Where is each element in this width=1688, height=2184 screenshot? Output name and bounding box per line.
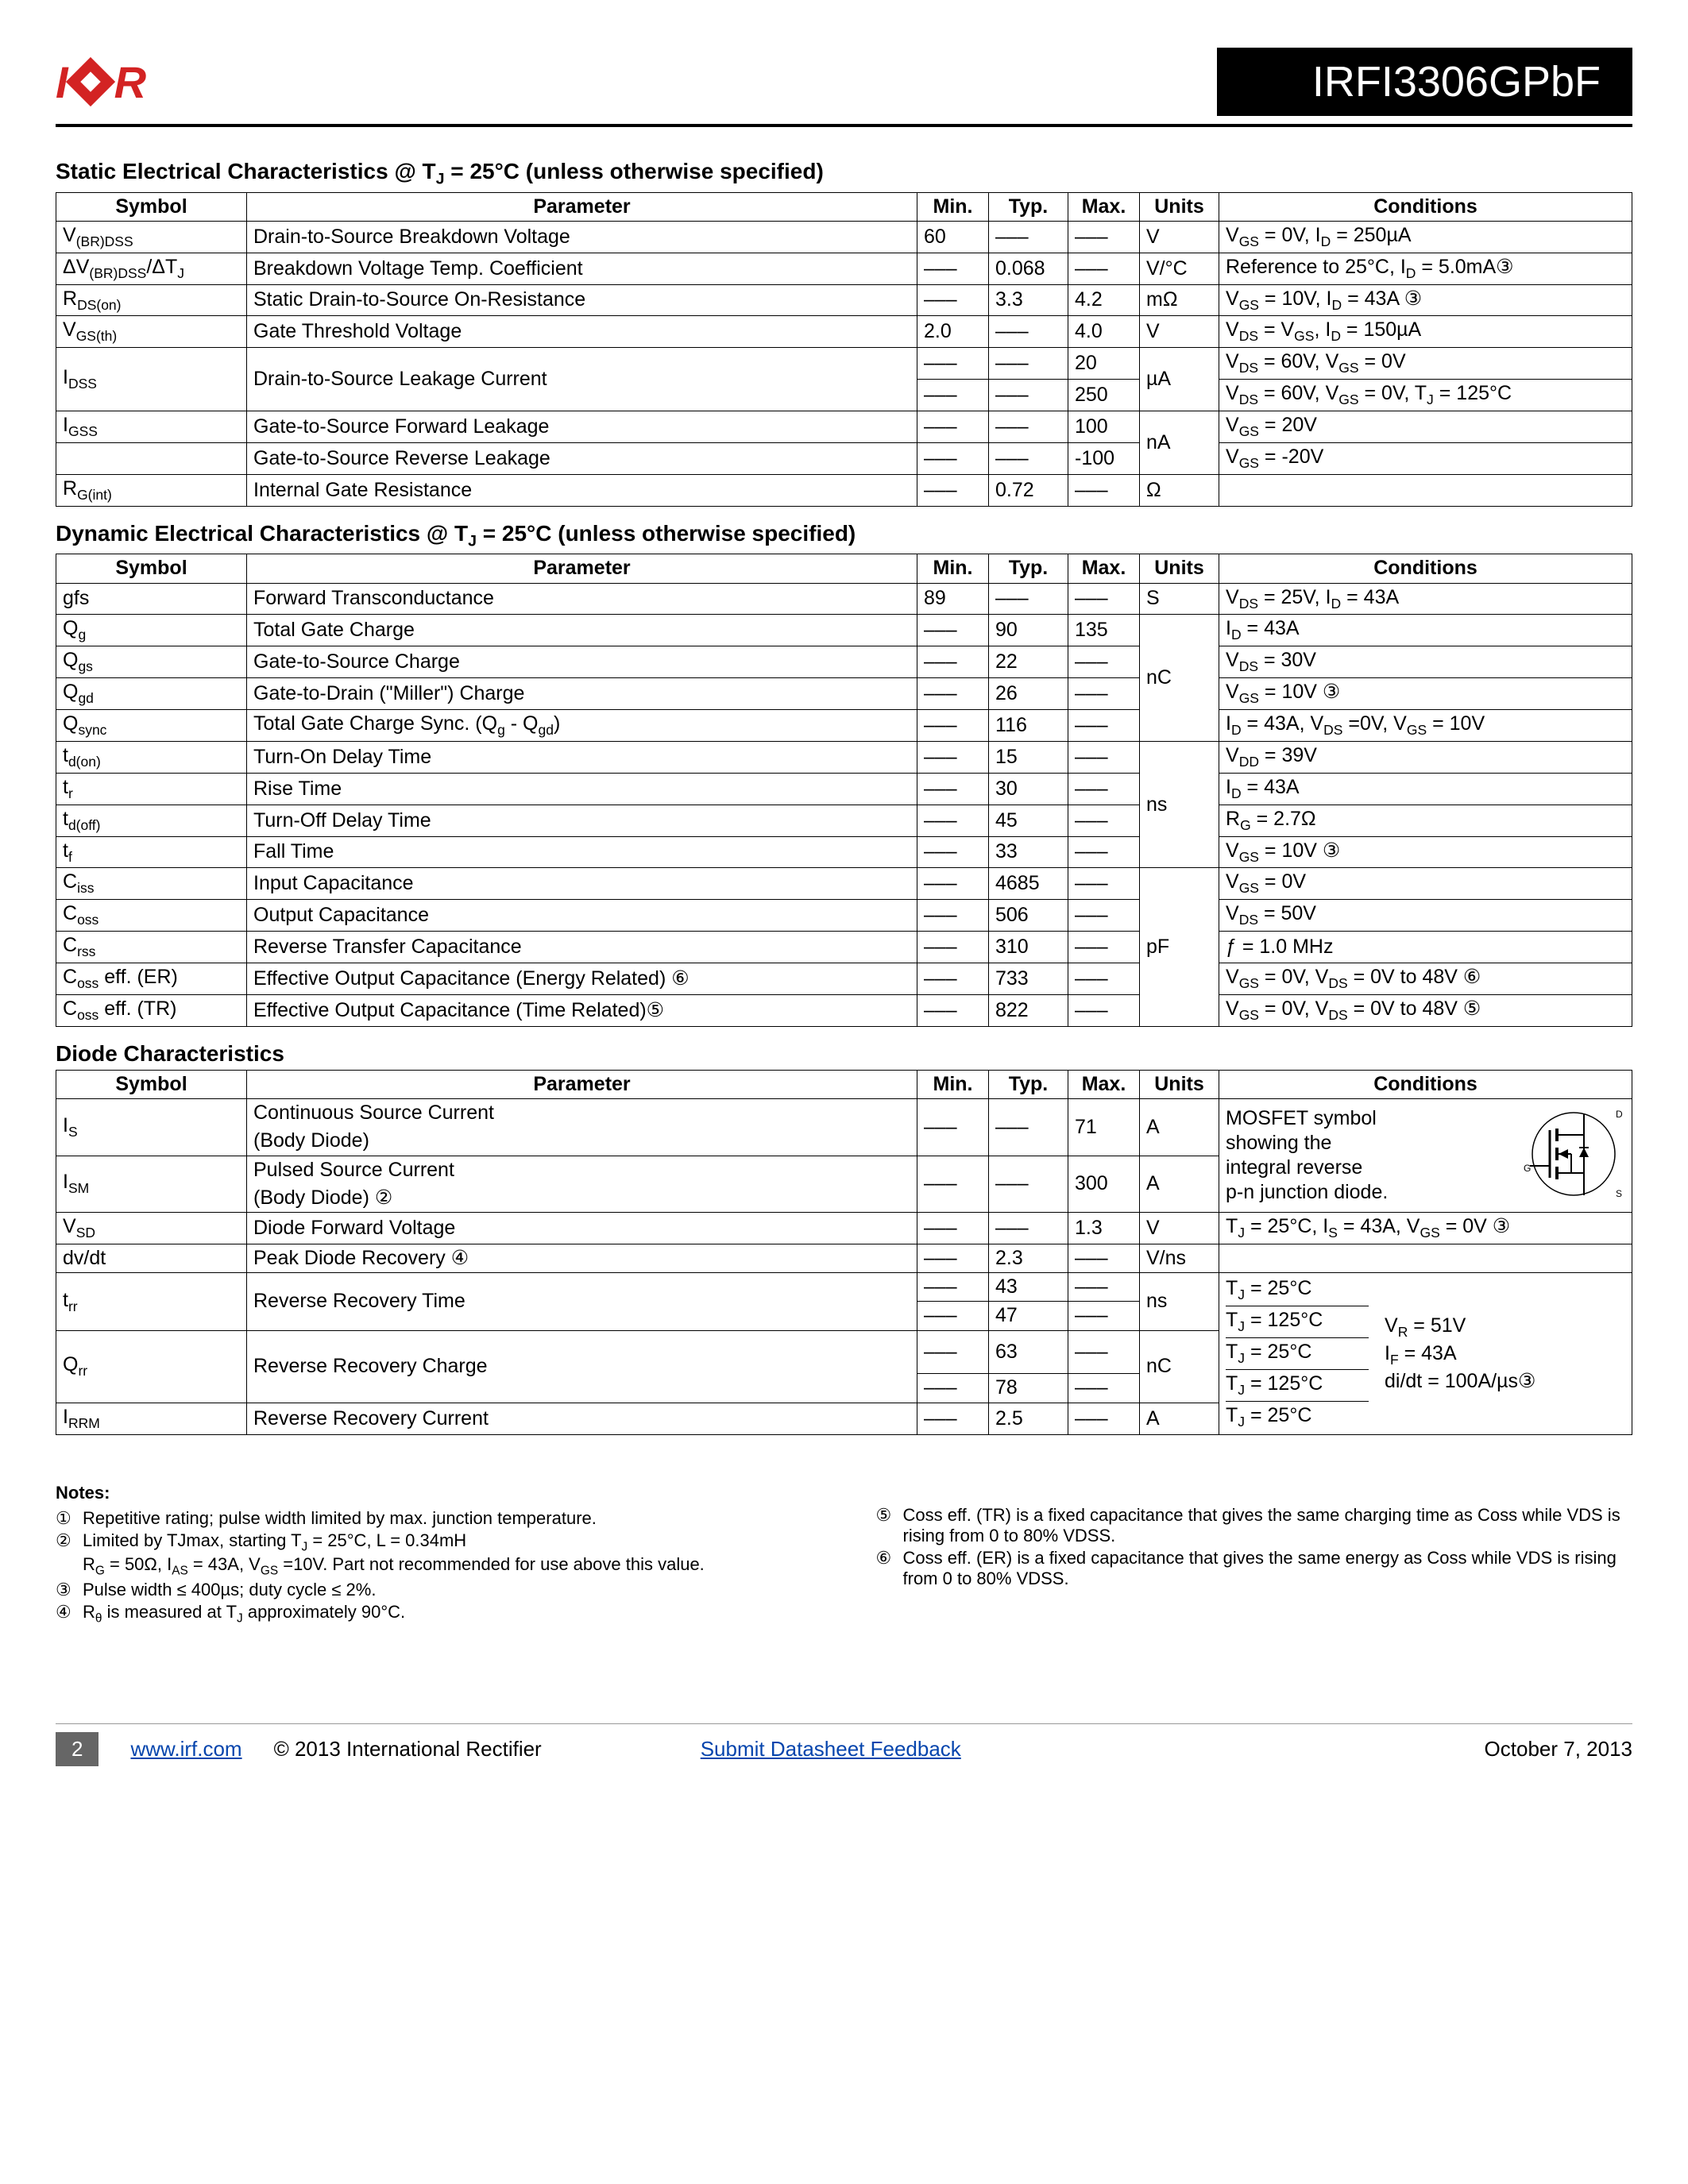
table-row: trRise Time –––30––– ID = 43A <box>56 773 1632 805</box>
table-row: td(on)Turn-On Delay Time –––15––– nsVDD … <box>56 741 1632 773</box>
svg-text:S: S <box>1616 1188 1622 1199</box>
table-row: gfsForward Transconductance 89––––––SVDS… <box>56 583 1632 615</box>
table-header: Max. <box>1068 192 1140 221</box>
table-row: QsyncTotal Gate Charge Sync. (Qg - Qgd) … <box>56 710 1632 742</box>
note-item: ④Rθ is measured at TJ approximately 90°C… <box>56 1602 813 1626</box>
table-header: Conditions <box>1219 192 1632 221</box>
mosfet-symbol-icon: D G S <box>1522 1106 1625 1202</box>
table-row: dv/dtPeak Diode Recovery ④ –––2.3––– V/n… <box>56 1244 1632 1272</box>
table-row: tfFall Time –––33––– VGS = 10V ③ <box>56 836 1632 868</box>
dynamic-section-title: Dynamic Electrical Characteristics @ TJ … <box>56 521 1632 551</box>
table-header: Min. <box>917 554 989 583</box>
table-header: Typ. <box>989 554 1068 583</box>
table-row: Coss eff. (TR)Effective Output Capacitan… <box>56 994 1632 1026</box>
note-item: ②Limited by TJmax, starting TJ = 25°C, L… <box>56 1530 813 1579</box>
table-row: IGSSGate-to-Source Forward Leakage –––––… <box>56 411 1632 443</box>
table-header: Parameter <box>247 1070 917 1098</box>
table-row: QgTotal Gate Charge –––90135 nCID = 43A <box>56 615 1632 646</box>
table-header: Min. <box>917 1070 989 1098</box>
table-row: VSDDiode Forward Voltage ––––––1.3 VTJ =… <box>56 1213 1632 1244</box>
page-number: 2 <box>56 1732 98 1766</box>
table-header: Symbol <box>56 554 247 583</box>
note-item: ①Repetitive rating; pulse width limited … <box>56 1508 813 1529</box>
table-row: RG(int)Internal Gate Resistance –––0.72–… <box>56 474 1632 506</box>
logo-text-left: I <box>56 56 67 108</box>
notes-section: Notes: ①Repetitive rating; pulse width l… <box>56 1483 1632 1628</box>
table-row: CossOutput Capacitance –––506––– VDS = 5… <box>56 900 1632 932</box>
static-section-title: Static Electrical Characteristics @ TJ =… <box>56 159 1632 189</box>
table-row: IS Continuous Source Current ––––––71 A … <box>56 1099 1632 1128</box>
table-header: Parameter <box>247 192 917 221</box>
table-header: Typ. <box>989 1070 1068 1098</box>
diode-section-title: Diode Characteristics <box>56 1041 1632 1067</box>
table-header: Parameter <box>247 554 917 583</box>
table-row: trrReverse Recovery Time –––43––– ns TJ … <box>56 1273 1632 1302</box>
page-footer: 2 www.irf.com © 2013 International Recti… <box>56 1723 1632 1766</box>
table-header: Max. <box>1068 1070 1140 1098</box>
table-row: ΔV(BR)DSS/ΔTJBreakdown Voltage Temp. Coe… <box>56 253 1632 284</box>
table-header: Units <box>1140 554 1219 583</box>
dynamic-characteristics-table: SymbolParameterMin.Typ.Max.UnitsConditio… <box>56 554 1632 1027</box>
table-row: QgsGate-to-Source Charge –––22––– VDS = … <box>56 646 1632 678</box>
table-row: Gate-to-Source Reverse Leakage ––––––-10… <box>56 442 1632 474</box>
table-row: QgdGate-to-Drain ("Miller") Charge –––26… <box>56 678 1632 710</box>
svg-text:D: D <box>1616 1109 1623 1120</box>
table-header: Typ. <box>989 192 1068 221</box>
table-row: Coss eff. (ER)Effective Output Capacitan… <box>56 963 1632 995</box>
static-characteristics-table: SymbolParameterMin.Typ.Max.UnitsConditio… <box>56 192 1632 507</box>
part-number: IRFI3306GPbF <box>1217 48 1632 116</box>
note-item: ⑥Coss eff. (ER) is a fixed capacitance t… <box>876 1548 1633 1589</box>
notes-title: Notes: <box>56 1483 813 1503</box>
table-header: Units <box>1140 1070 1219 1098</box>
table-header: Min. <box>917 192 989 221</box>
logo-diamond-icon <box>65 57 114 106</box>
table-row: VGS(th)Gate Threshold Voltage 2.0–––4.0 … <box>56 316 1632 348</box>
table-header: Conditions <box>1219 1070 1632 1098</box>
table-row: V(BR)DSSDrain-to-Source Breakdown Voltag… <box>56 221 1632 253</box>
diode-characteristics-table: SymbolParameterMin.Typ.Max.UnitsConditio… <box>56 1070 1632 1435</box>
table-header: Symbol <box>56 192 247 221</box>
logo-text-right: R <box>114 56 145 108</box>
table-row: RDS(on)Static Drain-to-Source On-Resista… <box>56 284 1632 316</box>
table-row: CissInput Capacitance –––4685––– pFVGS =… <box>56 868 1632 900</box>
footer-feedback-link[interactable]: Submit Datasheet Feedback <box>701 1737 961 1761</box>
svg-text:G: G <box>1524 1163 1531 1174</box>
table-row: td(off)Turn-Off Delay Time –––45––– RG =… <box>56 805 1632 836</box>
logo: I R <box>56 56 145 108</box>
table-header: Units <box>1140 192 1219 221</box>
footer-copyright: © 2013 International Rectifier <box>274 1737 542 1761</box>
table-header: Symbol <box>56 1070 247 1098</box>
table-row: IDSSDrain-to-Source Leakage Current ––––… <box>56 348 1632 380</box>
table-row: CrssReverse Transfer Capacitance –––310–… <box>56 932 1632 963</box>
table-header: Conditions <box>1219 554 1632 583</box>
table-header: Max. <box>1068 554 1140 583</box>
note-item: ⑤Coss eff. (TR) is a fixed capacitance t… <box>876 1505 1633 1546</box>
note-item: ③Pulse width ≤ 400µs; duty cycle ≤ 2%. <box>56 1580 813 1600</box>
footer-date: October 7, 2013 <box>1485 1737 1632 1761</box>
footer-url-link[interactable]: www.irf.com <box>130 1737 241 1761</box>
page-header: I R IRFI3306GPbF <box>56 48 1632 127</box>
